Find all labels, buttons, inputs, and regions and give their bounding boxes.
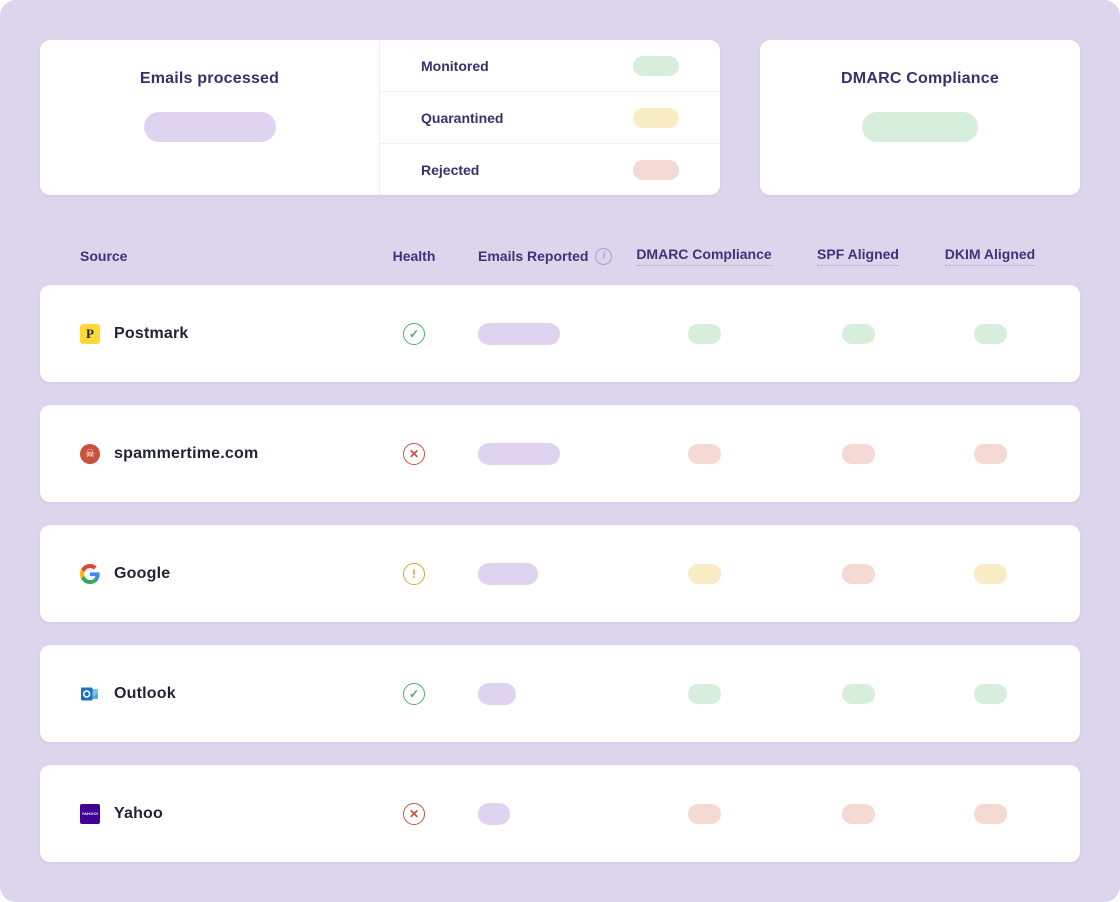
health-cell: ✓ bbox=[360, 322, 468, 345]
dmarc-compliance-cell bbox=[630, 443, 778, 464]
dkim-status-pill bbox=[973, 803, 1007, 824]
emails-reported-cell bbox=[468, 562, 630, 585]
health-status-icon: ! bbox=[403, 562, 425, 585]
dkim-aligned-cell bbox=[938, 803, 1042, 824]
dmarc-status-pill bbox=[687, 323, 721, 344]
legend-label: Rejected bbox=[421, 161, 480, 178]
legend-row: Rejected bbox=[380, 144, 720, 195]
source-name: spammertime.com bbox=[114, 444, 259, 462]
health-status-icon: ✓ bbox=[403, 322, 425, 345]
emails-reported-cell bbox=[468, 682, 630, 705]
source-rows: P Postmark ✓ ☠ spammertime.com ✕ bbox=[40, 285, 1080, 862]
health-cell: ! bbox=[360, 562, 468, 585]
spf-aligned-cell bbox=[778, 803, 938, 824]
source-cell: Google bbox=[40, 563, 360, 584]
health-cell: ✓ bbox=[360, 682, 468, 705]
table-row[interactable]: Outlook ✓ bbox=[40, 645, 1080, 742]
column-header-spf-aligned[interactable]: SPF Aligned bbox=[778, 246, 938, 266]
legend-label: Quarantined bbox=[421, 109, 504, 126]
info-icon[interactable]: i bbox=[595, 247, 613, 265]
dmarc-compliance-title: DMARC Compliance bbox=[841, 70, 999, 87]
table-header: Source Health Emails Reported i DMARC Co… bbox=[40, 241, 1080, 271]
summary-section: Emails processed Monitored Quarantined R… bbox=[40, 40, 1080, 195]
yahoo-icon: YAHOO! bbox=[80, 803, 100, 824]
emails-reported-cell bbox=[468, 322, 630, 345]
legend-value-pill bbox=[633, 55, 679, 76]
source-cell: ☠ spammertime.com bbox=[40, 443, 360, 464]
emails-reported-pill bbox=[478, 442, 560, 465]
dmarc-compliance-card: DMARC Compliance bbox=[760, 40, 1080, 195]
spf-aligned-cell bbox=[778, 563, 938, 584]
column-header-source: Source bbox=[80, 248, 128, 264]
dkim-status-pill bbox=[973, 563, 1007, 584]
dmarc-compliance-cell bbox=[630, 803, 778, 824]
source-cell: YAHOO! Yahoo bbox=[40, 803, 360, 824]
dmarc-compliance-cell bbox=[630, 563, 778, 584]
dmarc-status-pill bbox=[687, 683, 721, 704]
health-status-icon: ✕ bbox=[403, 442, 425, 465]
source-name: Google bbox=[114, 564, 171, 582]
dkim-status-pill bbox=[973, 323, 1007, 344]
dmarc-compliance-cell bbox=[630, 323, 778, 344]
spf-aligned-cell bbox=[778, 443, 938, 464]
spf-aligned-cell bbox=[778, 683, 938, 704]
spf-status-pill bbox=[841, 803, 875, 824]
column-header-dmarc-compliance[interactable]: DMARC Compliance bbox=[630, 246, 778, 266]
column-header-health: Health bbox=[392, 248, 436, 264]
dmarc-status-pill bbox=[687, 803, 721, 824]
emails-processed-value-pill bbox=[143, 112, 276, 142]
source-name: Postmark bbox=[114, 324, 189, 342]
health-cell: ✕ bbox=[360, 802, 468, 825]
legend-row: Monitored bbox=[380, 40, 720, 92]
dmarc-compliance-cell bbox=[630, 683, 778, 704]
dkim-aligned-cell bbox=[938, 323, 1042, 344]
emails-reported-pill bbox=[478, 682, 516, 705]
legend-row: Quarantined bbox=[380, 92, 720, 144]
health-status-icon: ✓ bbox=[403, 682, 425, 705]
dmarc-compliance-value-pill bbox=[862, 112, 978, 142]
source-name: Outlook bbox=[114, 684, 176, 702]
spf-status-pill bbox=[841, 443, 875, 464]
emails-processed-title: Emails processed bbox=[139, 70, 280, 87]
health-status-icon: ✕ bbox=[403, 802, 425, 825]
spf-status-pill bbox=[841, 323, 875, 344]
table-row[interactable]: Google ! bbox=[40, 525, 1080, 622]
spf-status-pill bbox=[841, 563, 875, 584]
source-cell: P Postmark bbox=[40, 323, 360, 344]
dkim-aligned-cell bbox=[938, 563, 1042, 584]
dmarc-status-pill bbox=[687, 443, 721, 464]
dmarc-status-pill bbox=[687, 563, 721, 584]
emails-reported-pill bbox=[478, 322, 560, 345]
dkim-aligned-cell bbox=[938, 443, 1042, 464]
emails-reported-cell bbox=[468, 442, 630, 465]
emails-processed-panel: Emails processed bbox=[40, 40, 380, 195]
postmark-icon: P bbox=[80, 323, 100, 344]
table-row[interactable]: P Postmark ✓ bbox=[40, 285, 1080, 382]
emails-processed-card: Emails processed Monitored Quarantined R… bbox=[40, 40, 720, 195]
source-cell: Outlook bbox=[40, 684, 360, 704]
legend-label: Monitored bbox=[421, 57, 489, 74]
dkim-aligned-cell bbox=[938, 683, 1042, 704]
spam-skull-icon: ☠ bbox=[80, 443, 100, 464]
outlook-icon bbox=[80, 684, 100, 704]
source-name: Yahoo bbox=[114, 804, 164, 822]
emails-reported-pill bbox=[478, 802, 510, 825]
column-header-dkim-aligned[interactable]: DKIM Aligned bbox=[938, 246, 1042, 266]
emails-reported-pill bbox=[478, 562, 538, 585]
spf-status-pill bbox=[841, 683, 875, 704]
emails-reported-cell bbox=[468, 802, 630, 825]
dkim-status-pill bbox=[973, 443, 1007, 464]
email-status-legend: Monitored Quarantined Rejected bbox=[380, 40, 720, 195]
legend-value-pill bbox=[633, 107, 679, 128]
health-cell: ✕ bbox=[360, 442, 468, 465]
column-header-emails-reported: Emails Reported i bbox=[468, 247, 630, 265]
table-row[interactable]: ☠ spammertime.com ✕ bbox=[40, 405, 1080, 502]
table-row[interactable]: YAHOO! Yahoo ✕ bbox=[40, 765, 1080, 862]
spf-aligned-cell bbox=[778, 323, 938, 344]
dkim-status-pill bbox=[973, 683, 1007, 704]
google-icon bbox=[80, 563, 100, 584]
legend-value-pill bbox=[633, 159, 679, 180]
